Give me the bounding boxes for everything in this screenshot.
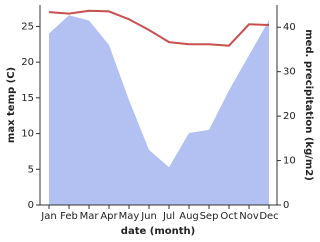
y2-tick-label: 40: [283, 22, 296, 33]
x-tick-label: Sep: [200, 211, 219, 222]
x-tick-label: May: [119, 211, 140, 222]
y-tick-label: 0: [28, 200, 34, 211]
x-tick-label: Oct: [220, 211, 237, 222]
line: [48, 9, 270, 47]
x-tick-label: Mar: [80, 211, 100, 222]
x-tick-label: Aug: [179, 211, 199, 222]
y2-tick-label: 20: [283, 111, 296, 122]
y2-tick-label: 10: [283, 156, 296, 167]
x-tick-label: Dec: [259, 211, 278, 222]
y-axis-title: max temp (C): [6, 67, 17, 143]
y-tick-label: 25: [21, 21, 34, 32]
x-tick-label: Jan: [40, 211, 56, 222]
y-tick-label: 20: [21, 57, 34, 68]
x-tick-label: Jul: [162, 211, 175, 222]
y-tick-label: 5: [28, 164, 34, 175]
x-axis-title: date (month): [121, 226, 195, 237]
x-tick-label: Nov: [239, 211, 259, 222]
y-tick-label: 10: [21, 129, 34, 140]
x-tick-label: Jun: [140, 211, 157, 222]
y-tick-label: 15: [21, 93, 34, 104]
x-tick-label: Apr: [100, 211, 118, 222]
area: [49, 15, 269, 205]
y2-tick-label: 30: [283, 67, 296, 78]
x-tick-label: Feb: [60, 211, 78, 222]
y2-tick-label: 0: [283, 200, 289, 211]
y2-axis-title: med. precipitation (kg/m2): [303, 29, 314, 181]
